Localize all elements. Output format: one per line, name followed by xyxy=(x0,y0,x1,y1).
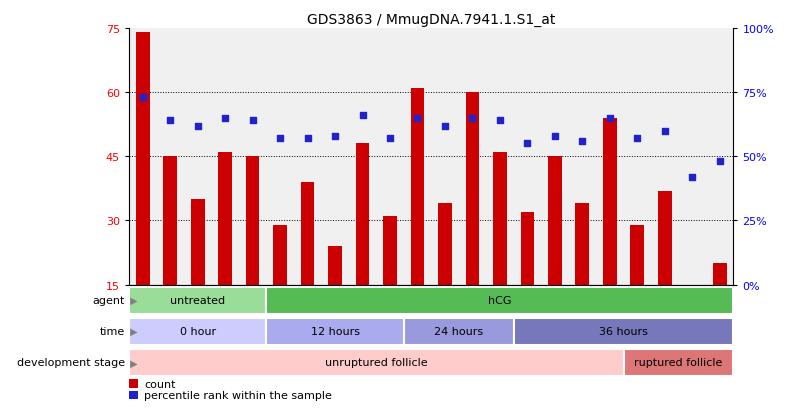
Point xyxy=(164,118,177,124)
Bar xyxy=(548,157,562,285)
Bar xyxy=(404,318,513,345)
Text: unruptured follicle: unruptured follicle xyxy=(325,357,427,368)
Point xyxy=(493,118,506,124)
Bar xyxy=(136,33,150,285)
Text: 24 hours: 24 hours xyxy=(434,326,484,337)
Point xyxy=(218,115,231,122)
Bar xyxy=(521,212,534,285)
Point xyxy=(438,123,451,130)
Point xyxy=(631,136,644,142)
Text: ▶: ▶ xyxy=(127,326,137,337)
Point xyxy=(301,136,314,142)
Bar xyxy=(410,89,424,285)
Bar xyxy=(129,380,138,388)
Bar xyxy=(383,217,397,285)
Text: 12 hours: 12 hours xyxy=(310,326,359,337)
Point xyxy=(604,115,617,122)
Text: development stage: development stage xyxy=(17,357,125,368)
Bar xyxy=(630,225,644,285)
Bar xyxy=(218,153,232,285)
Point xyxy=(411,115,424,122)
Bar xyxy=(466,93,480,285)
Point xyxy=(191,123,204,130)
Bar xyxy=(575,204,589,285)
Bar xyxy=(191,199,205,285)
Bar xyxy=(493,153,507,285)
Bar xyxy=(713,263,726,285)
Point xyxy=(466,115,479,122)
Point xyxy=(548,133,561,140)
Text: count: count xyxy=(144,379,176,389)
Bar xyxy=(513,318,733,345)
Bar xyxy=(266,287,733,314)
Text: ruptured follicle: ruptured follicle xyxy=(634,357,723,368)
Bar xyxy=(301,183,314,285)
Point xyxy=(521,141,534,147)
Point xyxy=(575,138,588,145)
Bar xyxy=(328,247,342,285)
Point xyxy=(246,118,259,124)
Bar xyxy=(355,144,369,285)
Point xyxy=(659,128,671,135)
Point xyxy=(274,136,287,142)
Point xyxy=(356,113,369,119)
Bar xyxy=(624,349,733,376)
Point xyxy=(713,159,726,165)
Bar xyxy=(129,287,266,314)
Bar xyxy=(129,349,624,376)
Text: percentile rank within the sample: percentile rank within the sample xyxy=(144,390,332,400)
Point xyxy=(329,133,342,140)
Bar xyxy=(246,157,260,285)
Text: 36 hours: 36 hours xyxy=(599,326,648,337)
Text: untreated: untreated xyxy=(170,295,225,306)
Point xyxy=(686,174,699,181)
Title: GDS3863 / MmugDNA.7941.1.S1_at: GDS3863 / MmugDNA.7941.1.S1_at xyxy=(307,12,555,26)
Text: hCG: hCG xyxy=(488,295,512,306)
Bar xyxy=(603,119,617,285)
Bar xyxy=(438,204,452,285)
Bar xyxy=(164,157,177,285)
Point xyxy=(384,136,397,142)
Text: ▶: ▶ xyxy=(127,357,137,368)
Bar xyxy=(129,391,138,399)
Text: 0 hour: 0 hour xyxy=(180,326,216,337)
Text: ▶: ▶ xyxy=(127,295,137,306)
Text: agent: agent xyxy=(93,295,125,306)
Point xyxy=(136,95,149,101)
Bar xyxy=(658,191,671,285)
Bar xyxy=(266,318,404,345)
Text: time: time xyxy=(100,326,125,337)
Bar xyxy=(129,318,266,345)
Bar xyxy=(273,225,287,285)
